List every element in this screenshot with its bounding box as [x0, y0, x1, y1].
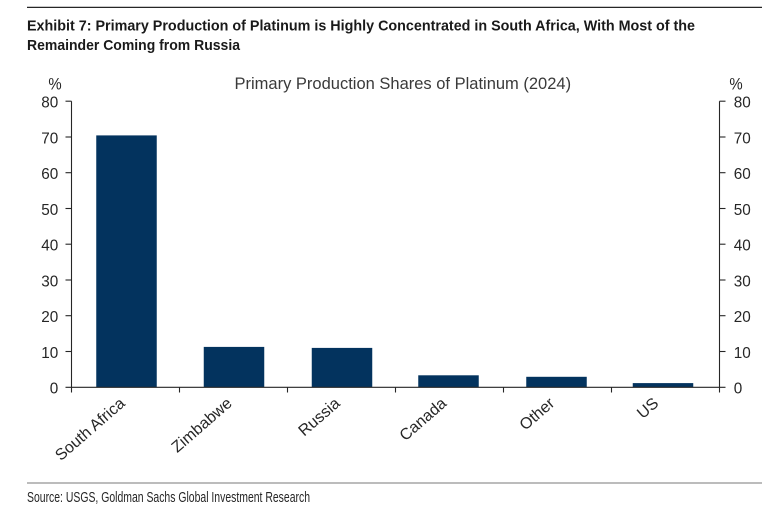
svg-text:50: 50: [41, 202, 58, 219]
svg-text:0: 0: [734, 381, 743, 398]
svg-text:60: 60: [734, 166, 751, 183]
svg-text:40: 40: [734, 238, 751, 255]
svg-text:0: 0: [50, 381, 59, 398]
svg-text:70: 70: [41, 130, 58, 147]
svg-text:30: 30: [41, 273, 58, 290]
svg-text:Primary Production Shares of P: Primary Production Shares of Platinum (2…: [235, 75, 572, 93]
svg-text:%: %: [729, 75, 742, 93]
svg-text:Exhibit 7: Primary Production: Exhibit 7: Primary Production of Platinu…: [27, 18, 695, 35]
svg-text:70: 70: [734, 130, 751, 147]
svg-text:60: 60: [41, 166, 58, 183]
svg-text:20: 20: [41, 309, 58, 326]
svg-text:50: 50: [734, 202, 751, 219]
svg-text:80: 80: [734, 95, 751, 112]
svg-text:20: 20: [734, 309, 751, 326]
svg-text:Source: USGS, Goldman Sachs Gl: Source: USGS, Goldman Sachs Global Inves…: [27, 490, 310, 506]
svg-text:30: 30: [734, 273, 751, 290]
svg-text:10: 10: [734, 345, 751, 362]
svg-text:10: 10: [41, 345, 58, 362]
svg-text:Remainder Coming from Russia: Remainder Coming from Russia: [27, 37, 241, 54]
svg-text:%: %: [48, 75, 61, 93]
svg-text:40: 40: [41, 238, 58, 255]
svg-text:80: 80: [41, 95, 58, 112]
